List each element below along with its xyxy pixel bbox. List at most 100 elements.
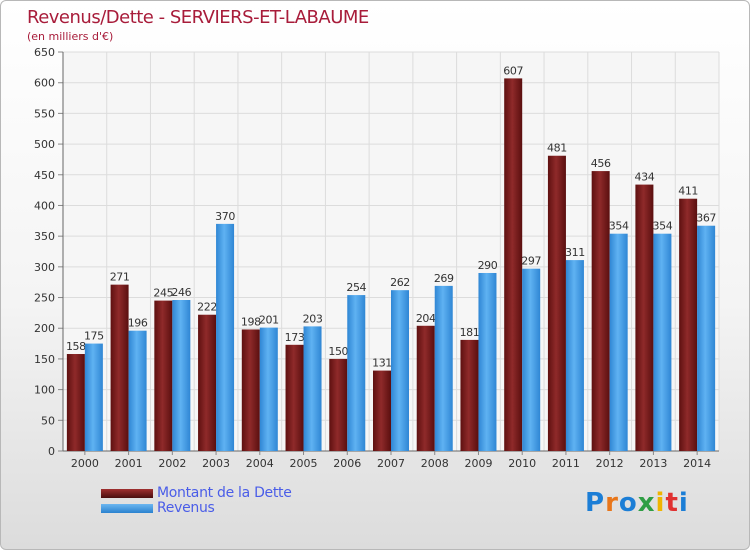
logo-letter: i: [655, 488, 666, 518]
value-label-revenue: 354: [653, 220, 673, 233]
legend-swatch-debt: [101, 489, 153, 498]
proxiti-logo: Proxiti: [585, 488, 689, 518]
x-tick-label: 2007: [377, 457, 405, 470]
bar-debt: [591, 171, 610, 451]
chart-subtitle: (en milliers d'€): [27, 30, 114, 43]
y-tick-label: 50: [41, 414, 55, 427]
x-tick-label: 2014: [683, 457, 711, 470]
x-tick-label: 2008: [421, 457, 449, 470]
y-tick-label: 600: [34, 77, 55, 90]
x-tick-label: 2001: [115, 457, 143, 470]
y-tick-label: 150: [34, 353, 55, 366]
bar-revenue: [303, 326, 322, 451]
value-label-revenue: 175: [84, 330, 104, 343]
value-label-revenue: 201: [259, 314, 279, 327]
x-tick-label: 2012: [596, 457, 624, 470]
bar-debt: [547, 155, 566, 452]
value-label-revenue: 269: [434, 272, 454, 285]
bar-revenue: [697, 225, 716, 451]
value-label-revenue: 290: [478, 259, 498, 272]
logo-letter: P: [585, 488, 606, 518]
legend-label-debt: Montant de la Dette: [157, 485, 292, 501]
value-label-revenue: 254: [346, 281, 366, 294]
bar-revenue: [84, 343, 103, 451]
value-label-revenue: 203: [303, 312, 323, 325]
bar-debt: [679, 198, 698, 451]
y-tick-label: 550: [34, 107, 55, 120]
logo-letter: t: [665, 488, 679, 518]
legend-swatch-revenue: [101, 504, 153, 513]
logo-letter: i: [678, 488, 689, 518]
y-tick-label: 400: [34, 199, 55, 212]
bar-debt: [373, 370, 391, 451]
x-tick-label: 2002: [158, 457, 186, 470]
chart-title: Revenus/Dette - SERVIERS-ET-LABAUME: [27, 7, 369, 28]
y-tick-label: 350: [34, 230, 55, 243]
x-tick-label: 2005: [290, 457, 318, 470]
value-label-debt: 434: [635, 171, 655, 184]
value-label-debt: 204: [416, 312, 436, 325]
bar-revenue: [478, 272, 497, 451]
x-tick-label: 2013: [639, 457, 667, 470]
value-label-debt: 198: [241, 315, 261, 328]
bar-revenue: [434, 285, 453, 451]
legend-label-revenue: Revenus: [157, 500, 215, 516]
value-label-debt: 131: [372, 357, 392, 370]
y-tick-label: 650: [34, 46, 55, 59]
x-tick-label: 2010: [508, 457, 536, 470]
logo-letter: x: [637, 488, 656, 518]
value-label-revenue: 246: [171, 286, 191, 299]
value-label-revenue: 354: [609, 220, 629, 233]
x-tick-label: 2003: [202, 457, 230, 470]
value-label-revenue: 262: [390, 276, 410, 289]
value-label-debt: 222: [197, 301, 217, 314]
value-label-debt: 158: [66, 340, 86, 353]
bar-debt: [285, 344, 304, 451]
bar-revenue: [653, 233, 672, 451]
value-label-debt: 181: [460, 326, 480, 339]
bar-debt: [198, 314, 217, 451]
bar-revenue: [216, 223, 235, 451]
x-tick-label: 2000: [71, 457, 99, 470]
value-label-debt: 456: [591, 157, 611, 170]
y-tick-label: 300: [34, 261, 55, 274]
value-label-debt: 271: [110, 271, 130, 284]
value-label-debt: 245: [153, 287, 173, 300]
bar-debt: [416, 325, 435, 451]
value-label-debt: 607: [503, 64, 523, 77]
value-label-revenue: 311: [565, 246, 585, 259]
value-label-debt: 173: [285, 331, 305, 344]
bar-debt: [154, 300, 173, 451]
x-tick-label: 2009: [464, 457, 492, 470]
bar-debt: [66, 354, 85, 451]
x-tick-label: 2006: [333, 457, 361, 470]
bar-debt: [110, 284, 129, 451]
bar-debt: [460, 339, 479, 451]
bar-revenue: [391, 290, 409, 451]
bar-revenue: [565, 260, 584, 451]
value-label-revenue: 196: [128, 317, 148, 330]
value-label-revenue: 367: [696, 212, 716, 225]
value-label-debt: 411: [678, 185, 698, 198]
bar-debt: [241, 329, 260, 451]
y-tick-label: 250: [34, 292, 55, 305]
logo-letter: o: [618, 488, 638, 518]
value-label-revenue: 370: [215, 210, 235, 223]
bar-revenue: [259, 327, 278, 451]
bar-revenue: [347, 295, 366, 451]
bar-revenue: [522, 268, 541, 451]
x-tick-label: 2011: [552, 457, 580, 470]
y-tick-label: 500: [34, 138, 55, 151]
x-tick-label: 2004: [246, 457, 274, 470]
value-label-revenue: 297: [521, 255, 541, 268]
y-tick-label: 200: [34, 322, 55, 335]
bar-debt: [504, 78, 523, 451]
y-tick-label: 0: [48, 445, 55, 458]
bar-revenue: [172, 299, 191, 451]
logo-letter: r: [605, 488, 619, 518]
value-label-debt: 150: [328, 345, 348, 358]
value-label-debt: 481: [547, 142, 567, 155]
bar-revenue: [609, 233, 628, 451]
